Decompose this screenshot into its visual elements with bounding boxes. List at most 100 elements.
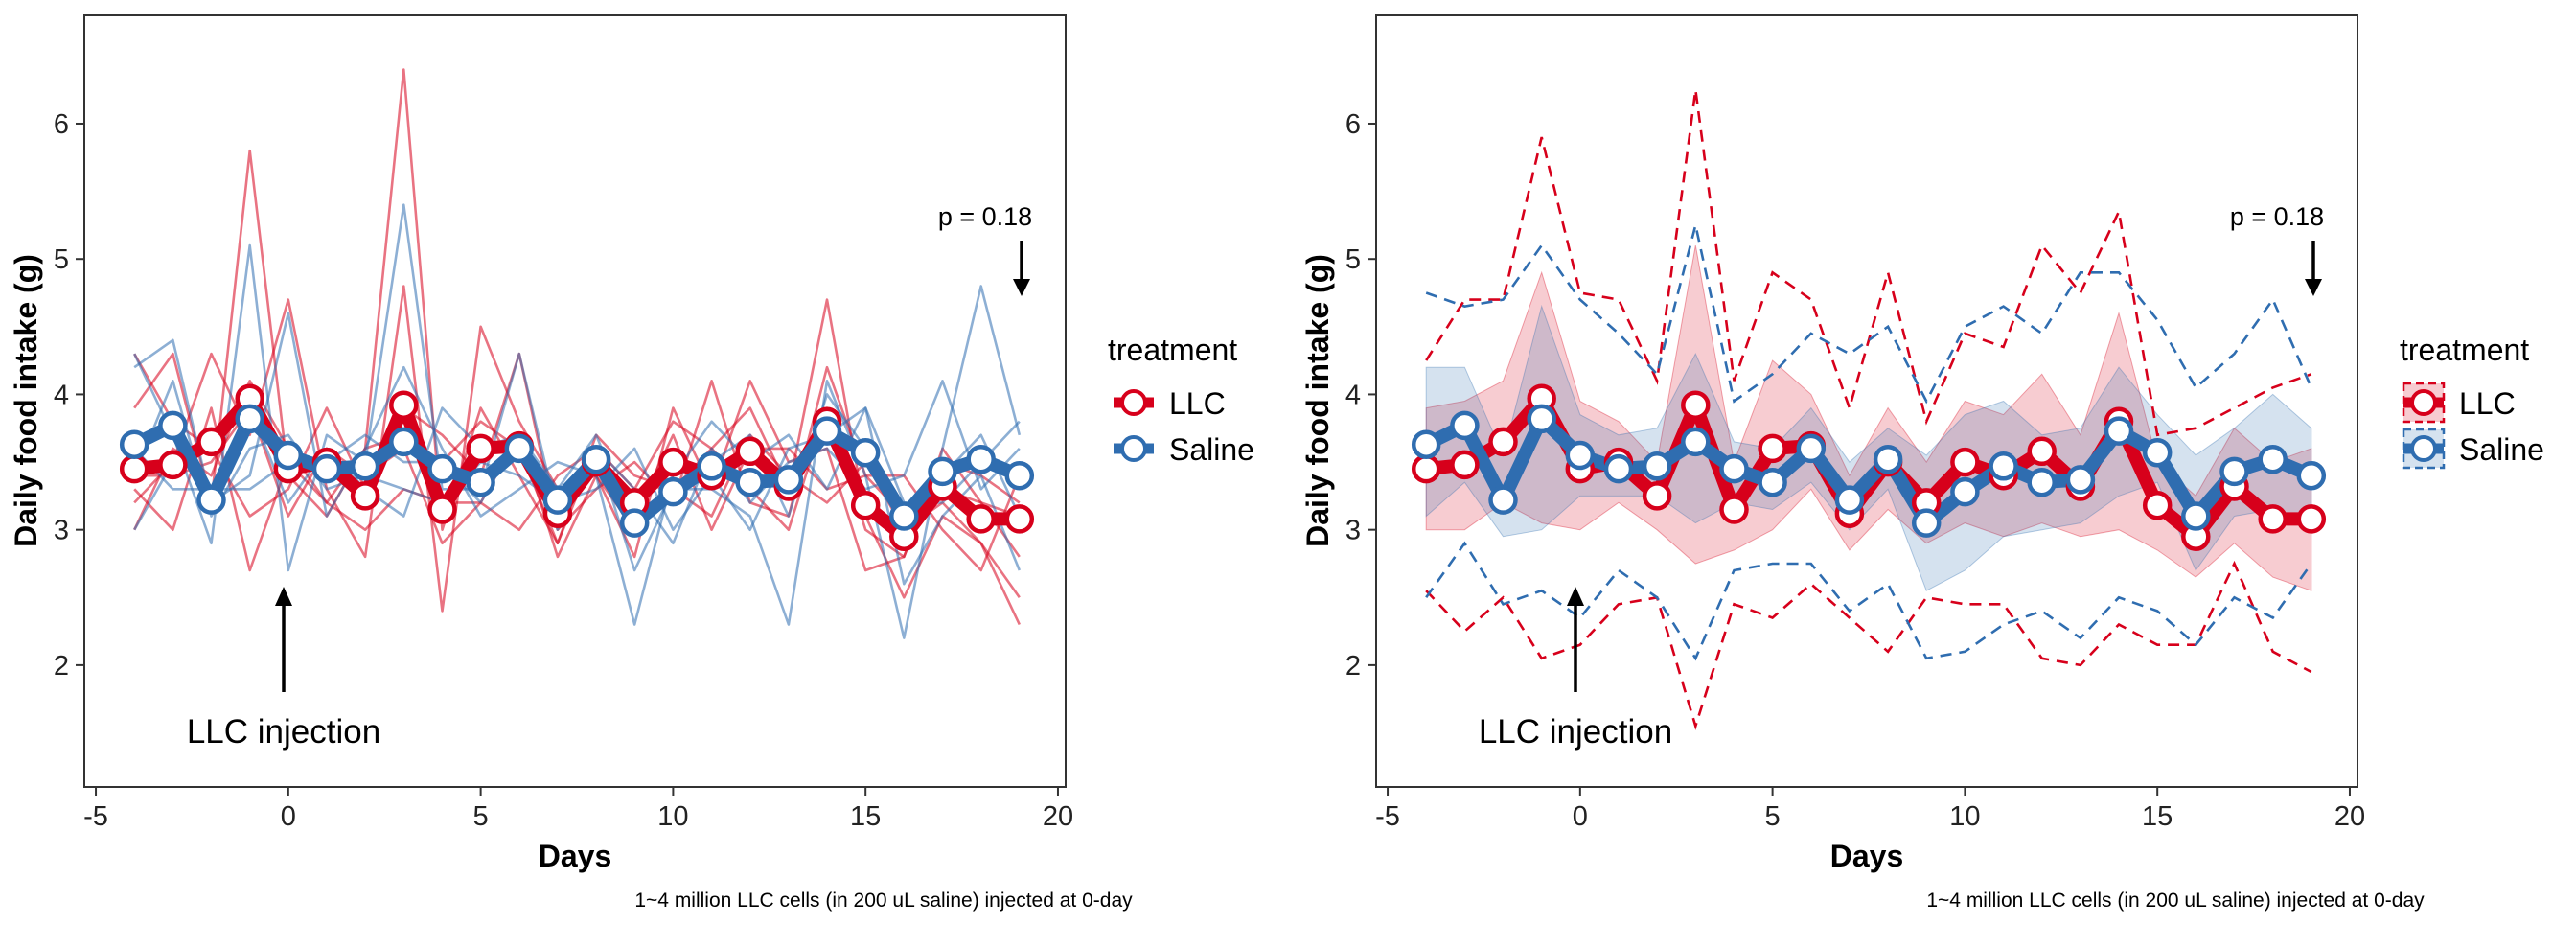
mean-point-saline: [773, 465, 804, 495]
legend: treatment LLC Saline: [2400, 333, 2544, 470]
legend-key-llc: [2402, 382, 2446, 424]
mean-point-llc: [427, 495, 457, 524]
range-lower-saline: [1425, 541, 2312, 661]
legend-title: treatment: [1108, 333, 1237, 367]
y-tick-label: 6: [1346, 109, 1361, 140]
y-tick-label: 3: [54, 516, 69, 546]
mean-point-llc: [966, 504, 996, 534]
mean-point-saline: [2220, 456, 2249, 487]
footnote: 1~4 million LLC cells (in 200 uL saline)…: [634, 890, 1133, 912]
mean-point-saline: [2296, 460, 2327, 491]
pvalue-label: p = 0.18: [938, 202, 1032, 231]
chart-panel-ribbon: -5 0 5 10 15 20 2 3 4 5 6 LLC injection p = 0.18 D…: [1300, 14, 2544, 912]
plot-frame: [1375, 14, 2358, 788]
mean-point-saline: [658, 476, 688, 507]
mean-point-llc: [1450, 450, 1480, 480]
footnote: 1~4 million LLC cells (in 200 uL saline)…: [1926, 890, 2425, 912]
mean-point-saline: [619, 508, 650, 538]
mean-point-saline: [504, 433, 535, 464]
injection-label: LLC injection: [187, 713, 380, 751]
range-upper-llc: [1425, 89, 2312, 437]
y-tick-label: 6: [54, 109, 69, 140]
x-tick-label: 20: [2334, 801, 2365, 832]
mean-point-saline: [1681, 427, 1711, 457]
mean-point-saline: [697, 451, 726, 481]
axes-group: -5 0 5 10 15 20 2 3 4 5 6: [54, 109, 1073, 832]
plot-frame: [83, 14, 1067, 788]
mean-point-saline: [2027, 467, 2057, 497]
x-axis-label: Days: [1830, 839, 1904, 873]
mean-point-llc: [466, 433, 495, 464]
mean-point-llc: [1004, 504, 1035, 534]
legend-key-llc: [1114, 389, 1154, 416]
x-tick-label: 0: [1573, 801, 1588, 832]
mean-point-saline: [1834, 485, 1865, 515]
chart-panel-individual: -5 0 5 10 15 20 2 3 4 5 6 LLC injection p = 0.18 D…: [9, 14, 1254, 912]
mean-point-saline: [889, 501, 919, 531]
x-tick-label: -5: [1375, 801, 1400, 832]
mean-point-saline: [350, 451, 380, 481]
mean-point-saline: [1719, 453, 1749, 484]
legend-label-llc: LLC: [1169, 386, 1226, 421]
mean-points-group: [119, 383, 1035, 551]
mean-point-saline: [311, 453, 342, 484]
x-axis-label: Days: [539, 839, 612, 873]
x-tick-label: 20: [1043, 801, 1073, 832]
mean-point-llc: [850, 490, 881, 520]
x-tick-label: 5: [473, 801, 489, 832]
mean-point-llc: [1758, 433, 1787, 464]
mean-point-llc: [1681, 390, 1711, 420]
mean-point-saline: [1989, 451, 2018, 481]
mean-point-saline: [235, 404, 264, 434]
mean-point-saline: [1911, 508, 1942, 538]
mean-point-saline: [966, 444, 996, 474]
axes-group: -5 0 5 10 15 20 2 3 4 5 6: [1346, 109, 2365, 832]
mean-point-saline: [1411, 429, 1441, 459]
mean-point-llc: [658, 447, 688, 477]
injection-arrowhead: [1567, 587, 1584, 606]
mean-point-saline: [1950, 476, 1980, 507]
mean-point-llc: [1411, 453, 1441, 484]
legend-title: treatment: [2400, 333, 2529, 367]
legend-label-saline: Saline: [1169, 432, 1254, 467]
pvalue-arrowhead: [2305, 279, 2322, 296]
y-tick-label: 4: [54, 380, 69, 410]
annotations-group: LLC injection p = 0.18: [1479, 202, 2324, 751]
y-tick-label: 2: [54, 651, 69, 682]
mean-point-saline: [2142, 437, 2173, 468]
range-lower-llc: [1425, 560, 2312, 730]
mean-point-llc: [1950, 447, 1980, 477]
legend-key-saline: [1114, 435, 1154, 462]
mean-point-llc: [1642, 481, 1672, 511]
mean-point-llc: [735, 436, 765, 467]
mean-point-saline: [928, 456, 957, 487]
mean-point-saline: [389, 427, 419, 457]
range-lines-group: [1425, 89, 2312, 730]
x-tick-label: 0: [281, 801, 296, 832]
legend-label-saline: Saline: [2459, 432, 2544, 467]
mean-point-llc: [389, 390, 419, 420]
legend-key-saline: [2402, 428, 2446, 470]
mean-point-llc: [2142, 490, 2173, 520]
injection-arrowhead: [275, 587, 292, 606]
individual-line-llc: [134, 406, 1021, 559]
legend: treatment LLC Saline: [1108, 333, 1254, 467]
mean-point-saline: [1565, 440, 1596, 471]
mean-point-saline: [466, 467, 495, 497]
mean-point-saline: [1004, 460, 1035, 491]
x-tick-label: -5: [83, 801, 108, 832]
mean-point-saline: [273, 440, 304, 471]
legend-label-llc: LLC: [2459, 386, 2516, 421]
pvalue-arrowhead: [1013, 279, 1030, 296]
y-tick-label: 5: [54, 244, 69, 275]
x-tick-label: 10: [1949, 801, 1980, 832]
injection-label: LLC injection: [1479, 713, 1672, 751]
annotations-group: LLC injection p = 0.18: [187, 202, 1032, 751]
individual-line-saline: [133, 312, 1022, 626]
x-tick-label: 10: [657, 801, 688, 832]
mean-point-saline: [542, 485, 573, 515]
mean-point-llc: [2027, 436, 2057, 467]
y-tick-label: 3: [1346, 516, 1361, 546]
